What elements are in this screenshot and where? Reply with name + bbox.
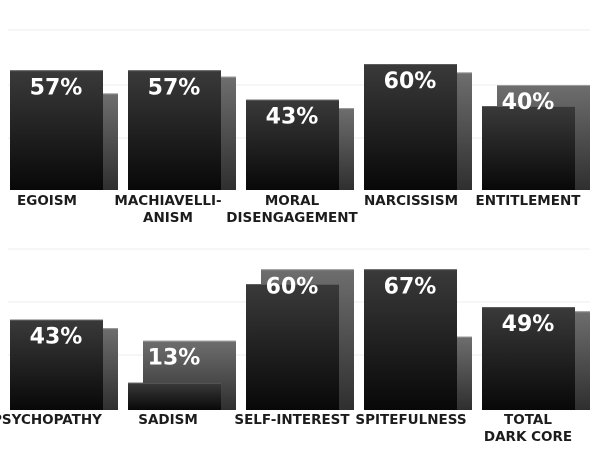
primary-bar [246, 284, 339, 410]
category-label: ENTITLEMENT [476, 193, 582, 209]
category-label: MACHIAVELLI-ANISM [114, 193, 221, 226]
value-label: 57% [30, 75, 83, 100]
value-label: 49% [502, 312, 555, 337]
category-label: SPITEFULNESS [355, 412, 466, 428]
value-label: 40% [502, 90, 555, 115]
primary-bar [128, 382, 221, 410]
value-label: 60% [384, 69, 437, 94]
category-label: TOTAL DARK CORE [484, 412, 572, 445]
value-label: 60% [266, 274, 319, 299]
category-label: PSYCHOPATHY [0, 412, 102, 428]
category-label: MORAL DISENGAGEMENT [226, 193, 358, 226]
category-label: SADISM [138, 412, 198, 428]
value-label: 57% [148, 75, 201, 100]
value-label: 67% [384, 274, 437, 299]
primary-bar [364, 64, 457, 190]
category-label: EGOISM [17, 193, 77, 209]
category-label: SELF-INTEREST [234, 412, 350, 428]
primary-bar [128, 70, 221, 190]
primary-bar [246, 99, 339, 190]
value-label: 13% [148, 346, 201, 371]
value-label: 43% [266, 105, 319, 130]
primary-bar [482, 106, 575, 190]
value-label: 43% [30, 325, 83, 350]
primary-bar [364, 269, 457, 410]
primary-bar [10, 319, 103, 410]
category-label: NARCISSISM [364, 193, 458, 209]
primary-bar [10, 70, 103, 190]
primary-bar [482, 307, 575, 410]
